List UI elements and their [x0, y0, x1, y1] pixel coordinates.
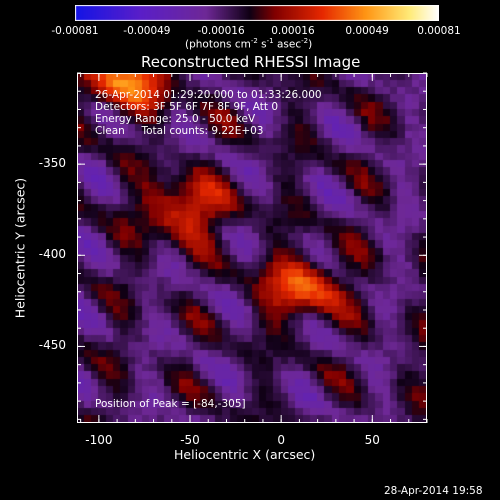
footer-timestamp: 28-Apr-2014 19:58 [384, 485, 483, 497]
y-tick-label: -450 [38, 338, 66, 353]
chart-title: Reconstructed RHESSI Image [141, 53, 361, 71]
x-tick-label: -100 [85, 433, 113, 447]
peak-position-label: Position of Peak = [-84,-305] [95, 398, 246, 410]
colorbar-tick-label: -0.00049 [123, 25, 171, 37]
x-tick-label: -50 [180, 433, 200, 447]
colorbar-tick-label: 0.00049 [345, 25, 389, 37]
colorbar [75, 5, 439, 21]
time-range-label: 26-Apr-2014 01:29:20.000 to 01:33:26.000 [95, 89, 322, 101]
y-axis-label: Heliocentric Y (arcsec) [12, 177, 28, 319]
x-tick-label: 50 [364, 433, 380, 447]
x-axis-label: Heliocentric X (arcsec) [174, 447, 316, 462]
colorbar-tick-label: -0.00016 [197, 25, 245, 37]
colorbar-tick-label: 0.00016 [271, 25, 315, 37]
colorbar-tick-label: 0.00081 [417, 25, 461, 37]
colorbar-tick-label: -0.00081 [51, 25, 99, 37]
energy-range-label: Energy Range: 25.0 - 50.0 keV [95, 113, 256, 125]
y-tick-label: -350 [38, 156, 66, 171]
y-tick-label: -400 [38, 247, 66, 262]
colorbar-unit-label: (photons cm-2 s-1 asec-2) [185, 37, 313, 51]
clean-counts-label: Clean Total counts: 9.22E+03 [95, 125, 264, 137]
detectors-label: Detectors: 3F 5F 6F 7F 8F 9F, Att 0 [95, 101, 279, 113]
x-tick-label: 0 [277, 433, 285, 447]
